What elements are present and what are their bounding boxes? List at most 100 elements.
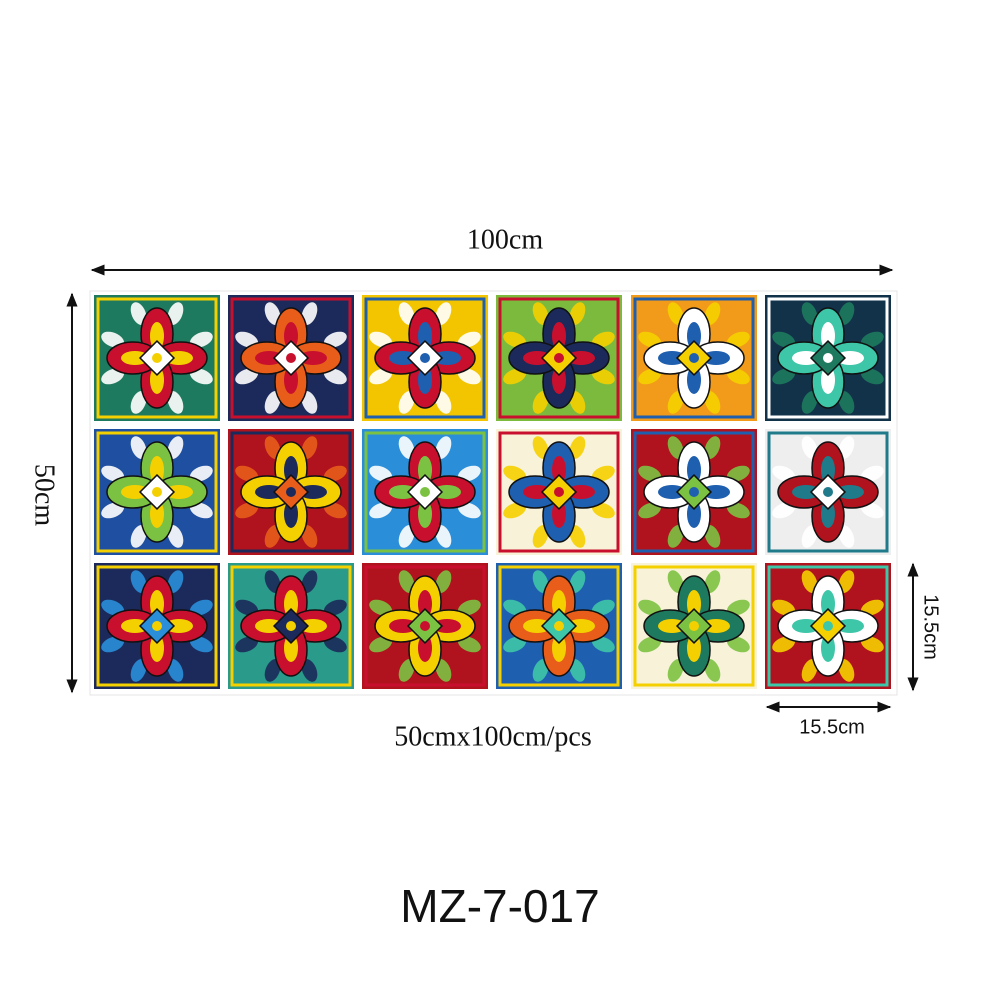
- tile: [631, 429, 757, 555]
- corner-leaf: [772, 368, 796, 385]
- inner-petal: [255, 619, 283, 633]
- corner-leaf: [301, 302, 318, 326]
- corner-leaf: [726, 465, 750, 482]
- corner-leaf: [301, 524, 318, 548]
- corner-leaf: [801, 436, 818, 460]
- corner-leaf: [167, 570, 184, 594]
- corner-leaf: [838, 570, 855, 594]
- inner-petal: [418, 322, 432, 350]
- center-dot: [689, 353, 699, 363]
- tile: [765, 429, 891, 555]
- tile-border: [96, 431, 218, 553]
- tile: [765, 563, 891, 689]
- corner-leaf: [667, 390, 684, 414]
- inner-petal: [658, 619, 686, 633]
- corner-leaf: [838, 436, 855, 460]
- corner-leaf: [398, 302, 415, 326]
- corner-leaf: [638, 599, 662, 616]
- inner-petal: [389, 351, 417, 365]
- corner-leaf: [532, 570, 549, 594]
- inner-petal: [284, 322, 298, 350]
- tile-height-label: 15.5cm: [920, 594, 942, 660]
- corner-leaf: [301, 658, 318, 682]
- inner-petal: [552, 590, 566, 618]
- tile: [94, 295, 220, 421]
- corner-leaf: [264, 390, 281, 414]
- corner-leaf: [591, 636, 615, 653]
- corner-leaf: [772, 502, 796, 519]
- corner-leaf: [569, 302, 586, 326]
- corner-leaf: [638, 331, 662, 348]
- inner-petal: [150, 366, 164, 394]
- corner-leaf: [704, 390, 721, 414]
- corner-leaf: [532, 302, 549, 326]
- corner-leaf: [301, 570, 318, 594]
- inner-petal: [687, 590, 701, 618]
- tile: [228, 295, 354, 421]
- corner-leaf: [369, 331, 393, 348]
- inner-petal: [658, 351, 686, 365]
- inner-petal: [552, 500, 566, 528]
- tile-border: [767, 565, 889, 687]
- corner-leaf: [369, 368, 393, 385]
- inner-petal: [836, 619, 864, 633]
- inner-petal: [284, 590, 298, 618]
- corner-leaf: [503, 599, 527, 616]
- inner-petal: [523, 485, 551, 499]
- inner-petal: [523, 619, 551, 633]
- corner-leaf: [369, 502, 393, 519]
- corner-leaf: [235, 636, 259, 653]
- inner-petal: [567, 619, 595, 633]
- tile-border: [767, 297, 889, 419]
- tile: [228, 563, 354, 689]
- inner-petal: [821, 322, 835, 350]
- corner-leaf: [130, 436, 147, 460]
- corner-leaf: [235, 599, 259, 616]
- corner-leaf: [435, 302, 452, 326]
- center-dot: [152, 353, 162, 363]
- inner-petal: [821, 500, 835, 528]
- inner-petal: [821, 634, 835, 662]
- inner-petal: [702, 619, 730, 633]
- corner-leaf: [167, 436, 184, 460]
- inner-petal: [150, 590, 164, 618]
- corner-leaf: [189, 502, 213, 519]
- corner-leaf: [569, 436, 586, 460]
- corner-leaf: [235, 502, 259, 519]
- corner-leaf: [801, 390, 818, 414]
- inner-petal: [567, 351, 595, 365]
- center-dot: [152, 621, 162, 631]
- inner-petal: [792, 351, 820, 365]
- tile-border: [364, 431, 486, 553]
- tile: [631, 563, 757, 689]
- corner-leaf: [457, 331, 481, 348]
- inner-petal: [792, 619, 820, 633]
- corner-leaf: [860, 502, 884, 519]
- corner-leaf: [726, 599, 750, 616]
- inner-petal: [284, 634, 298, 662]
- corner-leaf: [860, 331, 884, 348]
- corner-leaf: [569, 658, 586, 682]
- corner-leaf: [860, 465, 884, 482]
- corner-leaf: [726, 368, 750, 385]
- tile: [765, 295, 891, 421]
- inner-petal: [687, 500, 701, 528]
- corner-leaf: [264, 436, 281, 460]
- corner-leaf: [838, 302, 855, 326]
- tile-border: [633, 297, 755, 419]
- corner-leaf: [435, 570, 452, 594]
- inner-petal: [121, 619, 149, 633]
- corner-leaf: [130, 390, 147, 414]
- center-dot: [420, 487, 430, 497]
- tile-border: [96, 297, 218, 419]
- center-dot: [823, 487, 833, 497]
- tile-border: [498, 297, 620, 419]
- center-dot: [554, 487, 564, 497]
- tile-border: [230, 431, 352, 553]
- inner-petal: [821, 456, 835, 484]
- center-dot: [823, 621, 833, 631]
- inner-petal: [284, 366, 298, 394]
- sheet: [89, 290, 898, 696]
- inner-petal: [702, 351, 730, 365]
- inner-petal: [299, 619, 327, 633]
